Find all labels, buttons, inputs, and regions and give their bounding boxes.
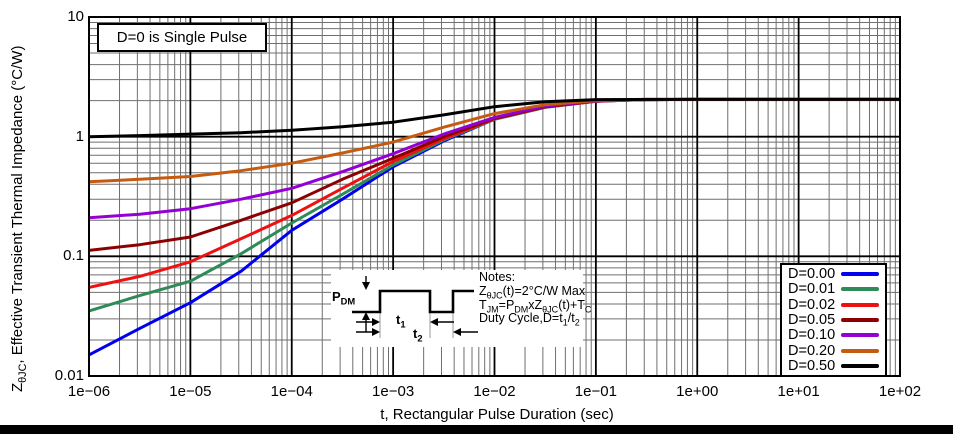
legend-item: D=0.10 <box>782 327 885 344</box>
y-tick-label: 0.1 <box>63 247 84 265</box>
legend-line-sample <box>841 317 879 322</box>
x-tick-label: 1e−01 <box>574 383 617 400</box>
pulse-diagram-inset <box>331 270 583 347</box>
legend: D=0.00 D=0.01 D=0.02 D=0.05 D=0.10 D=0.20 D=0.… <box>780 263 887 377</box>
x-axis-title: t, Rectangular Pulse Duration (sec) <box>380 406 614 423</box>
legend-line-sample <box>841 348 879 353</box>
single-pulse-annotation: D=0 is Single Pulse <box>97 23 267 52</box>
legend-line-sample <box>841 333 879 338</box>
note-line: TJM=PDMxZθJC(t)+TC <box>479 297 592 315</box>
x-tick-label: 1e+02 <box>878 383 922 400</box>
legend-line-sample <box>841 287 879 292</box>
legend-label: D=0.05 <box>788 311 836 328</box>
x-tick-label: 1e−05 <box>169 383 212 400</box>
x-tick-label: 1e+01 <box>777 383 820 400</box>
plot-border <box>88 16 901 377</box>
legend-label: D=0.00 <box>788 265 836 282</box>
y-tick-label: 10 <box>67 8 84 25</box>
x-tick-label: 1e+00 <box>676 383 719 400</box>
legend-label: D=0.02 <box>788 296 836 313</box>
y-tick-label: 1 <box>75 127 84 145</box>
curves <box>89 97 900 357</box>
y-tick-label: 0.01 <box>54 367 84 384</box>
x-tick-label: 1e−03 <box>372 383 415 400</box>
dimension-arrows <box>356 276 478 336</box>
legend-label: D=0.20 <box>788 342 836 359</box>
legend-line-sample <box>841 271 879 276</box>
legend-label: D=0.01 <box>788 281 836 298</box>
notes-block: Notes: ZθJC(t)=2°C/W Max TJM=PDMxZθJC(t)… <box>479 270 592 328</box>
legend-item: D=0.00 <box>782 265 885 282</box>
x-tick-label: 1e−02 <box>473 383 516 400</box>
note-line: Notes: <box>479 270 516 284</box>
legend-item: D=0.50 <box>782 358 885 375</box>
y-axis-title: ZθJC, Effective Transient Thermal Impeda… <box>9 45 29 392</box>
legend-line-sample <box>841 302 879 307</box>
legend-item: D=0.05 <box>782 311 885 328</box>
pulse-edge-extension-lines <box>379 312 454 338</box>
curve-D=0.50 <box>89 97 900 139</box>
pdm-label: PDM <box>332 289 356 307</box>
legend-line-sample <box>841 364 879 369</box>
legend-label: D=0.50 <box>788 358 836 375</box>
pulse-waveform <box>352 289 474 314</box>
note-line: Duty Cycle,D=t1/t2 <box>479 311 580 328</box>
bottom-bar <box>0 425 953 434</box>
legend-label: D=0.10 <box>788 327 836 344</box>
t1-label: t1 <box>396 312 406 330</box>
legend-item: D=0.02 <box>782 296 885 313</box>
legend-item: D=0.01 <box>782 281 885 298</box>
x-tick-label: 1e−06 <box>67 383 111 400</box>
legend-item: D=0.20 <box>782 342 885 359</box>
t2-label: t2 <box>413 326 423 344</box>
x-tick-label: 1e−04 <box>270 383 313 400</box>
note-line: ZθJC(t)=2°C/W Max <box>479 283 586 301</box>
